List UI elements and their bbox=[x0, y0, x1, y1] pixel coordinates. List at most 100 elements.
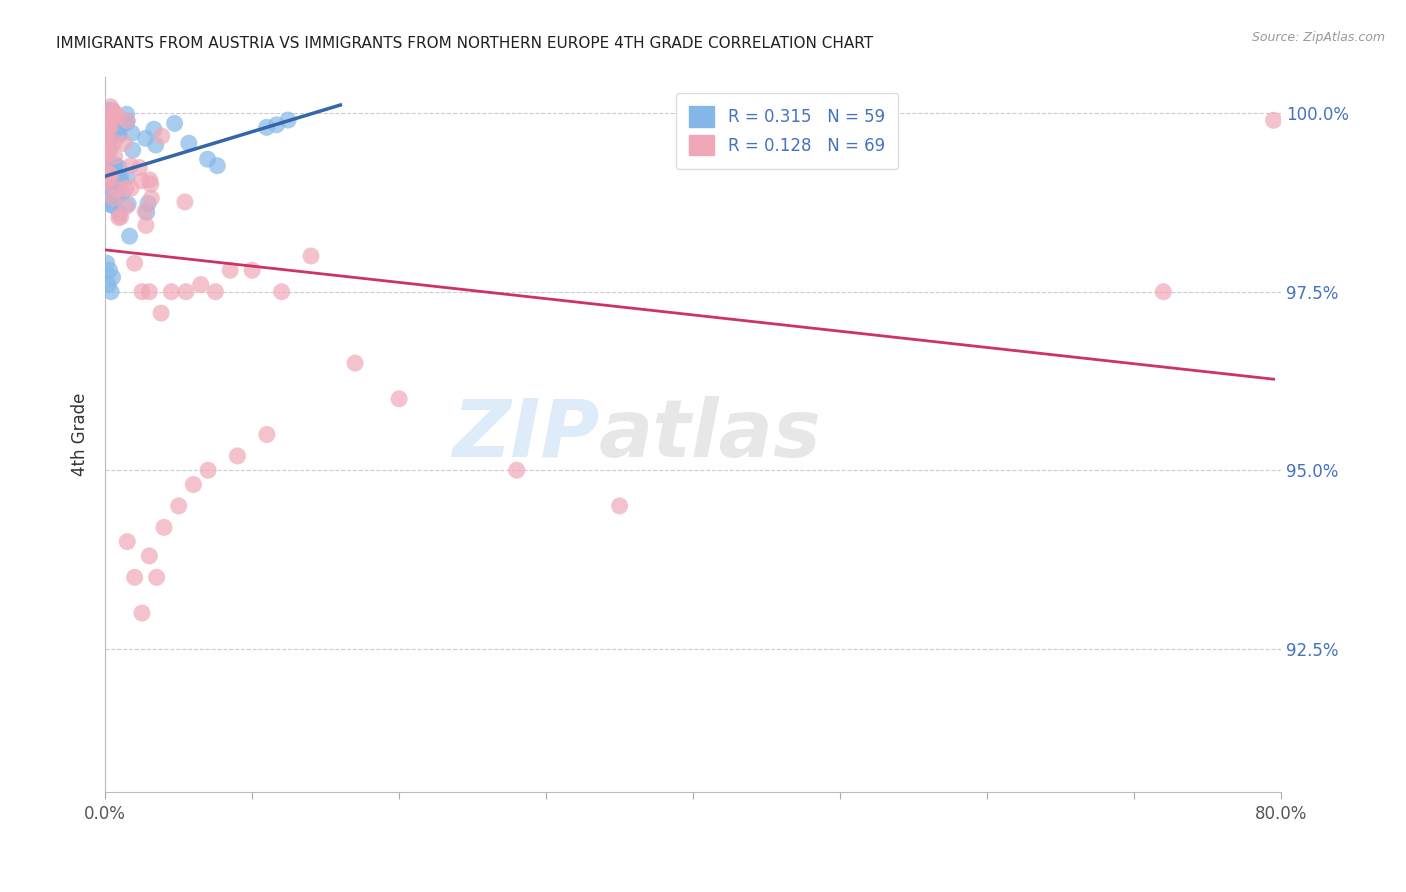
Point bbox=[97, 123, 120, 137]
Point bbox=[128, 161, 150, 175]
Point bbox=[108, 128, 131, 142]
Point bbox=[103, 135, 125, 149]
Text: atlas: atlas bbox=[599, 395, 821, 474]
Point bbox=[94, 149, 117, 163]
Point bbox=[110, 174, 132, 188]
Point bbox=[256, 427, 278, 442]
Point bbox=[98, 143, 121, 157]
Point bbox=[104, 149, 127, 163]
Point bbox=[167, 499, 190, 513]
Y-axis label: 4th Grade: 4th Grade bbox=[72, 392, 89, 476]
Point bbox=[115, 116, 138, 130]
Point bbox=[138, 173, 160, 187]
Point bbox=[270, 285, 292, 299]
Point bbox=[226, 449, 249, 463]
Point bbox=[107, 182, 129, 196]
Text: ZIP: ZIP bbox=[451, 395, 599, 474]
Point bbox=[197, 152, 219, 166]
Point bbox=[112, 136, 135, 151]
Point bbox=[1152, 285, 1174, 299]
Point bbox=[115, 107, 138, 121]
Point bbox=[134, 131, 156, 145]
Point bbox=[609, 499, 631, 513]
Point bbox=[97, 127, 120, 141]
Point bbox=[135, 219, 157, 233]
Point bbox=[105, 189, 128, 203]
Point bbox=[115, 113, 138, 128]
Point bbox=[183, 477, 205, 491]
Point bbox=[145, 138, 167, 153]
Point bbox=[96, 183, 118, 197]
Point bbox=[100, 117, 122, 131]
Point bbox=[107, 211, 129, 225]
Point bbox=[134, 204, 156, 219]
Point bbox=[96, 186, 118, 201]
Point bbox=[121, 126, 143, 140]
Point bbox=[139, 177, 162, 191]
Point bbox=[160, 285, 183, 299]
Point bbox=[121, 143, 143, 157]
Point bbox=[96, 172, 118, 186]
Point bbox=[135, 205, 157, 219]
Point bbox=[115, 114, 138, 128]
Point bbox=[100, 114, 122, 128]
Point bbox=[124, 570, 146, 584]
Point bbox=[256, 120, 278, 135]
Point bbox=[115, 170, 138, 185]
Point bbox=[98, 167, 121, 181]
Point bbox=[174, 194, 197, 209]
Point bbox=[110, 169, 132, 184]
Point bbox=[101, 112, 124, 126]
Point bbox=[118, 229, 141, 244]
Point bbox=[108, 206, 131, 220]
Point bbox=[101, 128, 124, 143]
Point bbox=[277, 113, 299, 128]
Point bbox=[111, 186, 134, 200]
Point bbox=[110, 210, 132, 224]
Point bbox=[120, 159, 142, 173]
Legend: R = 0.315   N = 59, R = 0.128   N = 69: R = 0.315 N = 59, R = 0.128 N = 69 bbox=[676, 93, 898, 169]
Point bbox=[100, 197, 122, 211]
Point bbox=[98, 105, 121, 120]
Point bbox=[94, 176, 117, 190]
Point bbox=[174, 285, 197, 299]
Point bbox=[138, 285, 160, 299]
Point bbox=[114, 181, 136, 195]
Point bbox=[150, 306, 173, 320]
Point bbox=[103, 104, 125, 119]
Point bbox=[97, 126, 120, 140]
Point bbox=[107, 169, 129, 183]
Point bbox=[207, 159, 229, 173]
Point bbox=[344, 356, 367, 370]
Point bbox=[131, 174, 153, 188]
Point bbox=[104, 178, 127, 192]
Point bbox=[1263, 113, 1285, 128]
Point bbox=[197, 463, 219, 477]
Point bbox=[97, 277, 120, 292]
Point bbox=[131, 606, 153, 620]
Point bbox=[104, 159, 127, 173]
Point bbox=[141, 191, 163, 205]
Point bbox=[97, 169, 120, 184]
Point bbox=[100, 100, 122, 114]
Point bbox=[100, 285, 122, 299]
Point bbox=[506, 463, 529, 477]
Point bbox=[101, 198, 124, 212]
Point bbox=[98, 263, 121, 277]
Point bbox=[105, 125, 128, 139]
Point bbox=[266, 118, 288, 132]
Point bbox=[153, 520, 176, 534]
Point bbox=[104, 158, 127, 172]
Point bbox=[94, 128, 117, 143]
Point bbox=[204, 285, 226, 299]
Point bbox=[97, 144, 120, 158]
Point bbox=[101, 270, 124, 285]
Point bbox=[108, 161, 131, 175]
Point bbox=[94, 153, 117, 168]
Point bbox=[100, 116, 122, 130]
Point bbox=[94, 152, 117, 166]
Point bbox=[299, 249, 322, 263]
Point bbox=[97, 136, 120, 151]
Point bbox=[117, 534, 139, 549]
Point bbox=[108, 128, 131, 142]
